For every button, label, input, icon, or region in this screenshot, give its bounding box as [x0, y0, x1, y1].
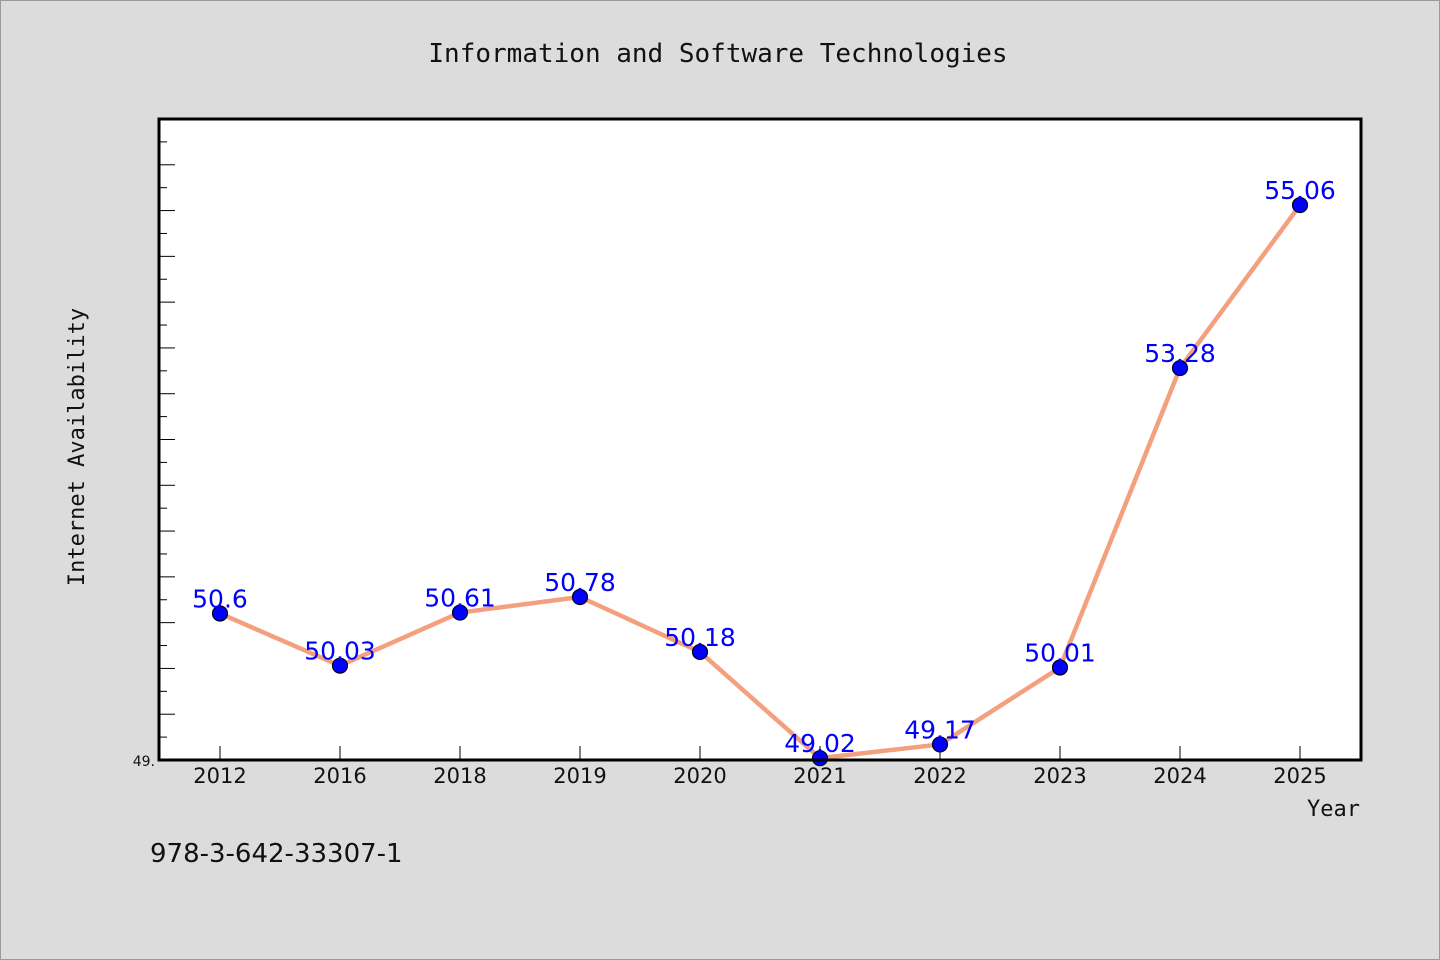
data-point [691, 643, 709, 661]
data-point [1291, 196, 1309, 214]
data-label: 55.06 [1264, 176, 1336, 205]
plot-border [157, 117, 1363, 762]
x-axis-ticks: 2012 2016 2018 2019 2020 2021 2022 2023 2024 2025 [193, 746, 1327, 788]
x-axis-label: Year [1307, 797, 1360, 822]
isbn-text: 978-3-642-33307-1 [150, 839, 403, 869]
data-label: 53.28 [1144, 339, 1216, 368]
data-point [1051, 659, 1069, 676]
data-point [931, 736, 949, 753]
x-tick-label: 2021 [793, 764, 846, 788]
x-tick-label: 2018 [433, 764, 486, 788]
x-tick-label: 2020 [673, 764, 726, 788]
data-point [211, 605, 229, 622]
data-point [1171, 359, 1189, 377]
series-line [217, 202, 1303, 761]
data-point [451, 604, 469, 621]
data-point [811, 750, 829, 767]
x-tick-label: 2019 [553, 764, 606, 788]
data-label: 50.78 [544, 568, 616, 597]
y-axis-label: Internet Availability [65, 308, 90, 586]
x-tick-label: 2012 [193, 764, 246, 788]
data-label: 49.02 [784, 729, 856, 758]
x-tick-label: 2022 [913, 764, 966, 788]
data-label: 50.01 [1024, 639, 1096, 668]
x-tick-label: 2024 [1153, 764, 1206, 788]
data-label: 50.18 [664, 623, 736, 652]
x-tick-label: 2023 [1033, 764, 1086, 788]
y-tick-label: 49. [133, 754, 155, 770]
data-label: 49.17 [904, 715, 976, 744]
data-point [331, 657, 349, 674]
data-label: 50.03 [304, 637, 376, 666]
data-label: 50.61 [424, 584, 496, 613]
x-tick-label: 2025 [1273, 764, 1326, 788]
data-labels: 50.6 50.03 50.61 50.78 50.18 49.02 49.17 50.01 5… [192, 176, 1336, 758]
data-label: 50.6 [192, 584, 248, 613]
chart-title: Information and Software Technologies [428, 39, 1007, 69]
plot-area [159, 119, 1361, 760]
x-tick-label: 2016 [313, 764, 366, 788]
data-point [571, 588, 589, 606]
series-layer [211, 196, 1309, 767]
